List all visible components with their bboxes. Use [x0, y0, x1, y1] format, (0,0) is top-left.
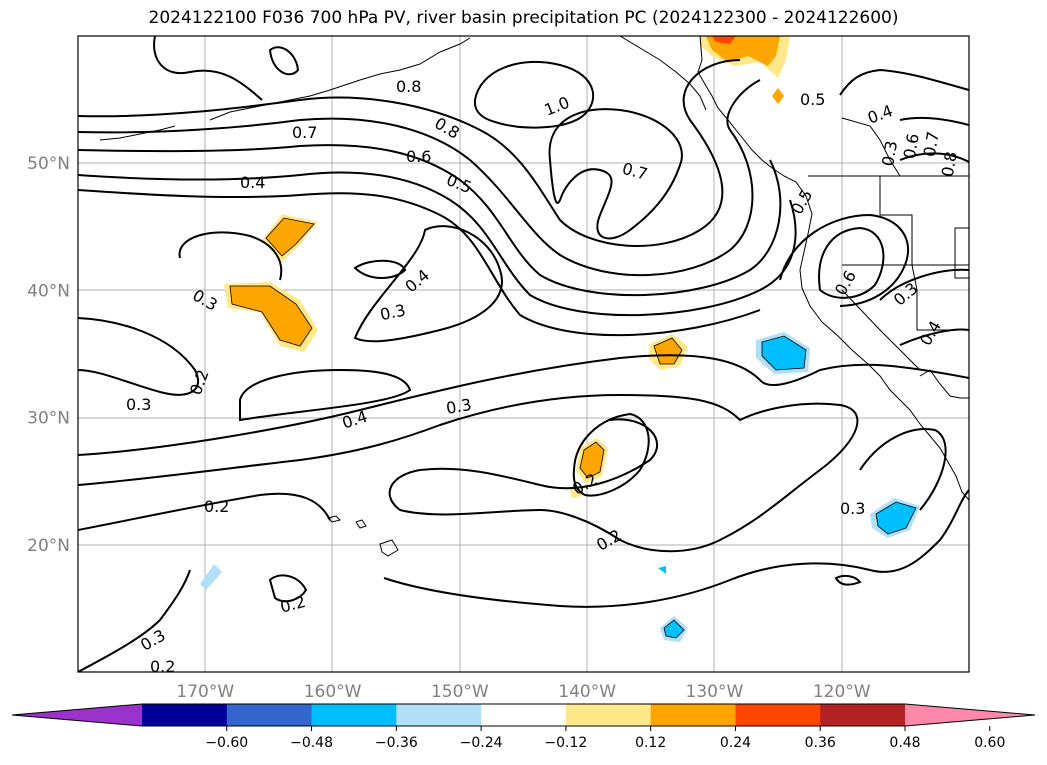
- contour-label: 0.3: [445, 395, 473, 418]
- pv-contour: [78, 59, 741, 247]
- pv-contour: [779, 213, 910, 307]
- pv-contour: [78, 393, 859, 553]
- contour-label: 0.3: [840, 499, 865, 518]
- lon-label: 140°W: [558, 682, 616, 702]
- precip-positive-patch: [654, 338, 682, 364]
- colorbar-tick-label: 0.12: [635, 735, 666, 751]
- pv-contour: [353, 225, 503, 343]
- colorbar-tick-label: −0.12: [544, 735, 587, 751]
- colorbar-segment: [396, 704, 482, 726]
- contour-label: 0.8: [396, 77, 421, 96]
- pv-contour: [78, 189, 761, 337]
- lon-label: 130°W: [686, 682, 744, 702]
- contour-label: 0.2: [204, 497, 229, 516]
- colorbar-segment: [226, 704, 313, 726]
- pv-contour: [78, 354, 969, 456]
- precip-patches: [200, 36, 920, 642]
- colorbar-tick-label: −0.60: [205, 735, 248, 751]
- lat-label: 30°N: [27, 409, 70, 429]
- contour-label: 0.4: [240, 173, 265, 192]
- lat-label: 50°N: [27, 154, 70, 174]
- colorbar-segment: [735, 704, 821, 726]
- pv-contour: [839, 68, 969, 96]
- pv-contour: [268, 574, 308, 603]
- precip-negative-patch: [876, 502, 916, 534]
- precip-patch-outlines: [229, 217, 917, 639]
- contour-label: 0.2: [150, 657, 175, 676]
- contour-label: 0.5: [800, 90, 825, 109]
- precip-negative-patch: [658, 566, 666, 574]
- colorbar-tick-label: −0.24: [460, 735, 503, 751]
- pv-contour: [572, 412, 650, 497]
- colorbar-segment: [481, 704, 567, 726]
- pv-contour: [834, 574, 862, 586]
- precip-positive-patch: [772, 88, 784, 104]
- contour-label: 0.8: [938, 150, 961, 178]
- colorbar-segment: [142, 704, 228, 726]
- precip-positive-patch: [580, 442, 604, 478]
- coastline: [99, 36, 969, 557]
- pv-contour: [78, 492, 331, 531]
- precip-positive-patch: [266, 218, 314, 256]
- colorbar-segment: [311, 704, 397, 726]
- colorbar-tick-label: −0.48: [290, 735, 333, 751]
- lat-label: 40°N: [27, 281, 70, 301]
- pv-contour: [268, 46, 300, 76]
- colorbar-extend-low: [12, 704, 142, 726]
- pv-contour: [78, 171, 797, 317]
- pv-contour: [178, 231, 283, 281]
- precip-negative-patch: [762, 336, 806, 370]
- contour-label: 0.7: [292, 123, 317, 142]
- pv-contour: [78, 144, 782, 297]
- pv-contour: [879, 268, 969, 301]
- contour-label: 0.3: [126, 395, 151, 414]
- colorbar-segment: [565, 704, 652, 726]
- lon-label: 170°W: [176, 682, 234, 702]
- lon-label: 150°W: [431, 682, 489, 702]
- contour-label: 0.7: [920, 130, 943, 158]
- map-panel: [78, 36, 969, 672]
- colorbar-tick-label: 0.48: [889, 735, 920, 751]
- pv-contour: [153, 36, 263, 101]
- precip-negative-patch: [200, 564, 222, 590]
- lon-labels: 170°W 160°W 150°W 140°W 130°W 120°W: [176, 682, 870, 702]
- pv-contours: [78, 36, 969, 672]
- pv-contour: [548, 108, 683, 240]
- colorbar-tick-label: −0.36: [375, 735, 418, 751]
- contour-label: 0.6: [900, 132, 923, 160]
- colorbar-segment: [650, 704, 736, 726]
- contour-label: 0.3: [378, 300, 407, 324]
- pv-contour: [353, 259, 407, 279]
- precip-positive-patch: [712, 36, 736, 44]
- pv-contour: [383, 489, 969, 608]
- pv-contour: [239, 368, 412, 422]
- lon-label: 120°W: [813, 682, 871, 702]
- lat-labels: 50°N 40°N 30°N 20°N: [27, 154, 70, 556]
- pv-contour: [899, 152, 969, 163]
- colorbar-outline: [11, 703, 1036, 727]
- precip-positive-patch: [706, 36, 780, 66]
- contour-label: 0.6: [406, 147, 431, 166]
- colorbar-tick-label: 0.60: [974, 735, 1005, 751]
- pv-contour: [78, 317, 200, 396]
- colorbar-segment: [820, 704, 906, 726]
- contour-label: 0.3: [878, 139, 901, 167]
- pv-contour: [473, 60, 595, 129]
- lon-label: 160°W: [304, 682, 362, 702]
- colorbar-tick-label: 0.36: [805, 735, 836, 751]
- pv-contour: [78, 79, 761, 277]
- pv-contour: [818, 226, 885, 299]
- lat-label: 20°N: [27, 536, 70, 556]
- colorbar: −0.60 −0.48 −0.36 −0.24 −0.12 0.12 0.24 0.36 0.4…: [11, 703, 1036, 751]
- colorbar-tick-label: 0.24: [720, 735, 751, 751]
- pv-contour: [78, 569, 191, 672]
- pv-contour: [899, 116, 969, 126]
- map-frame: [77, 35, 970, 673]
- colorbar-extend-high: [905, 704, 1035, 726]
- map-title: 2024122100 F036 700 hPa PV, river basin …: [148, 8, 899, 28]
- pv-contour: [859, 428, 947, 511]
